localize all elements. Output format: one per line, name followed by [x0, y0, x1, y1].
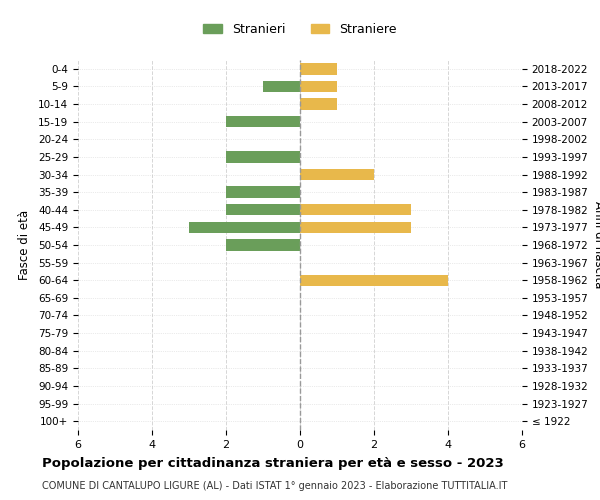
Bar	[263, 80, 300, 92]
Bar	[300, 169, 374, 180]
Bar	[300, 63, 337, 74]
Bar	[300, 204, 411, 216]
Bar	[226, 186, 300, 198]
Bar	[300, 274, 448, 286]
Bar	[300, 222, 411, 233]
Y-axis label: Anni di nascita: Anni di nascita	[592, 202, 600, 288]
Bar	[300, 80, 337, 92]
Text: COMUNE DI CANTALUPO LIGURE (AL) - Dati ISTAT 1° gennaio 2023 - Elaborazione TUTT: COMUNE DI CANTALUPO LIGURE (AL) - Dati I…	[42, 481, 508, 491]
Legend: Stranieri, Straniere: Stranieri, Straniere	[198, 18, 402, 41]
Bar	[300, 98, 337, 110]
Bar	[226, 204, 300, 216]
Bar	[226, 151, 300, 162]
Text: Popolazione per cittadinanza straniera per età e sesso - 2023: Popolazione per cittadinanza straniera p…	[42, 458, 504, 470]
Bar	[226, 240, 300, 250]
Bar	[189, 222, 300, 233]
Bar	[226, 116, 300, 128]
Y-axis label: Fasce di età: Fasce di età	[18, 210, 31, 280]
